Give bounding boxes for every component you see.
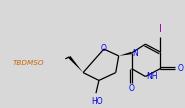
- Polygon shape: [119, 52, 132, 56]
- Text: TBDMSO: TBDMSO: [13, 60, 44, 66]
- Text: O: O: [129, 84, 134, 93]
- Text: HO: HO: [91, 97, 103, 106]
- Text: I: I: [159, 24, 162, 34]
- Polygon shape: [68, 56, 83, 73]
- Text: N: N: [132, 49, 138, 58]
- Text: O: O: [101, 44, 107, 53]
- Text: O: O: [178, 64, 184, 73]
- Text: NH: NH: [146, 72, 158, 81]
